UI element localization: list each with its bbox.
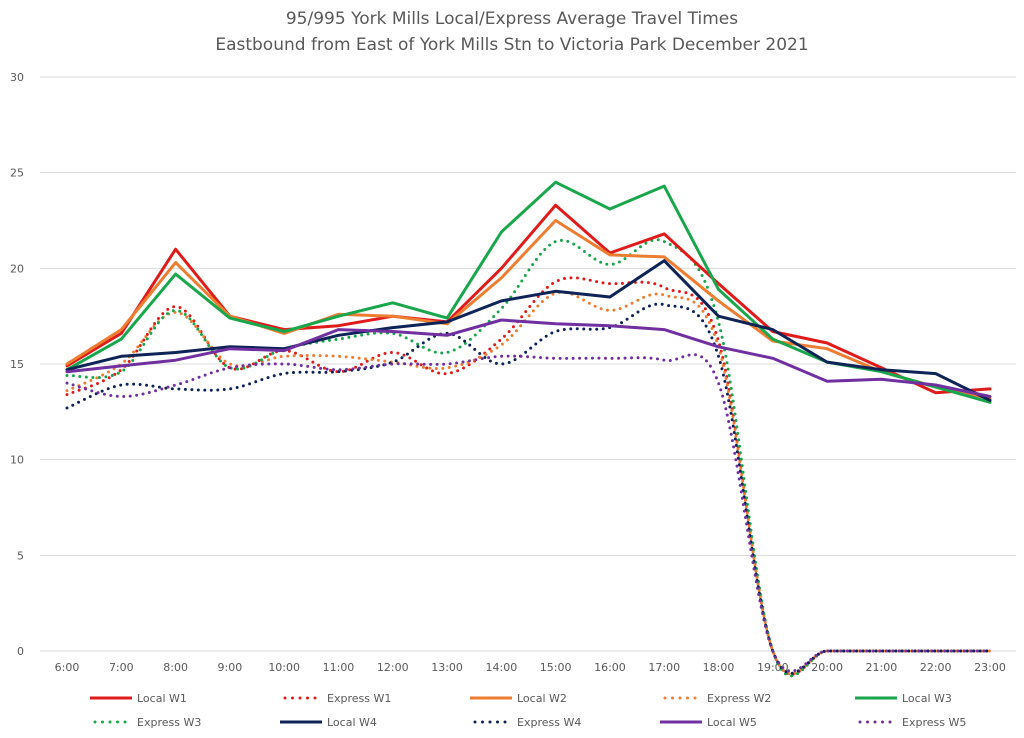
x-tick-label: 7:00 [109, 661, 134, 674]
legend-label: Local W3 [902, 692, 952, 705]
x-tick-label: 20:00 [811, 661, 843, 674]
y-tick-label: 20 [10, 262, 24, 275]
series-line-express-w4 [65, 302, 992, 675]
chart-title-line-2: Eastbound from East of York Mills Stn to… [215, 35, 808, 55]
legend-item-local-w5: Local W5 [660, 716, 757, 729]
legend-label: Express W5 [902, 716, 966, 729]
y-tick-label: 0 [17, 645, 24, 658]
y-tick-label: 5 [17, 549, 24, 562]
legend-item-express-w4: Express W4 [473, 716, 581, 729]
x-tick-label: 22:00 [920, 661, 952, 674]
x-axis-tick-labels: 6:00 7:00 8:00 9:00 10:00 11:00 12:00 13:00 14:0… [55, 661, 1006, 674]
chart-title-line-1: 95/995 York Mills Local/Express Average … [286, 9, 738, 29]
legend-item-local-w4: Local W4 [280, 716, 377, 729]
y-tick-label: 10 [10, 454, 24, 467]
series-line-express-w3 [65, 238, 992, 678]
y-tick-label: 25 [10, 167, 24, 180]
x-tick-label: 16:00 [594, 661, 626, 674]
series-line-local-w1 [65, 203, 992, 395]
x-tick-label: 14:00 [486, 661, 518, 674]
legend-label: Local W4 [327, 716, 377, 729]
chart-title: 95/995 York Mills Local/Express Average … [215, 9, 808, 55]
legend-label: Express W1 [327, 692, 391, 705]
legend-item-express-w2: Express W2 [663, 692, 771, 705]
y-tick-label: 15 [10, 358, 24, 371]
legend-label: Express W3 [137, 716, 201, 729]
legend-item-local-w3: Local W3 [855, 692, 952, 705]
legend-item-express-w3: Express W3 [93, 716, 201, 729]
x-tick-label: 12:00 [377, 661, 409, 674]
series-line-express-w1 [65, 276, 992, 676]
x-tick-label: 13:00 [431, 661, 463, 674]
x-tick-label: 10:00 [268, 661, 300, 674]
legend-item-express-w1: Express W1 [283, 692, 391, 705]
legend-label: Local W1 [137, 692, 187, 705]
x-tick-label: 8:00 [163, 661, 188, 674]
y-tick-label: 30 [10, 71, 24, 84]
x-tick-label: 15:00 [540, 661, 572, 674]
legend: Local W1 Express W1 Local W2 Express W2 Loca… [90, 692, 966, 729]
x-tick-label: 23:00 [974, 661, 1006, 674]
legend-item-local-w2: Local W2 [470, 692, 567, 705]
series-line-local-w2 [65, 219, 992, 400]
legend-label: Express W4 [517, 716, 581, 729]
x-tick-label: 6:00 [55, 661, 80, 674]
series-line-local-w5 [65, 318, 992, 398]
x-tick-label: 18:00 [703, 661, 735, 674]
series-lines [65, 180, 992, 678]
y-axis-tick-labels: 0 5 10 15 20 25 30 [10, 71, 24, 658]
legend-label: Local W5 [707, 716, 757, 729]
legend-label: Local W2 [517, 692, 567, 705]
series-line-local-w4 [65, 259, 992, 402]
legend-item-express-w5: Express W5 [858, 716, 966, 729]
x-tick-label: 9:00 [218, 661, 243, 674]
legend-item-local-w1: Local W1 [90, 692, 187, 705]
x-tick-label: 17:00 [648, 661, 680, 674]
gridlines [40, 76, 1016, 652]
legend-label: Express W2 [707, 692, 771, 705]
x-tick-label: 21:00 [866, 661, 898, 674]
series-line-express-w5 [65, 353, 992, 673]
x-tick-label: 11:00 [323, 661, 355, 674]
